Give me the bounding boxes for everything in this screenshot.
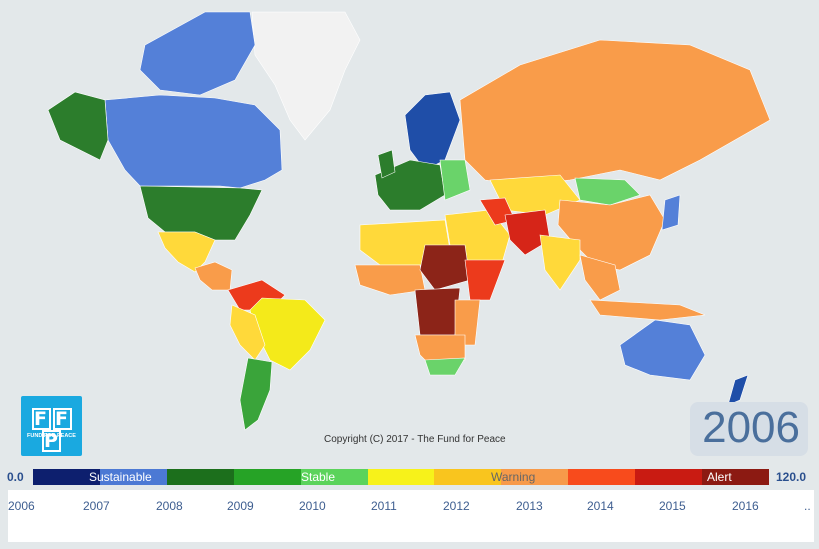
- scale-segment: [233, 469, 301, 485]
- year-option-2013[interactable]: 2013: [516, 499, 543, 513]
- mongolia[interactable]: [574, 177, 641, 206]
- canada-arctic[interactable]: [139, 11, 256, 96]
- copyright-notice: Copyright (C) 2017 - The Fund for Peace: [324, 434, 506, 445]
- scale-label-sustainable: Sustainable: [89, 470, 152, 484]
- scale-segment: [635, 469, 703, 485]
- scale-segment: [367, 469, 435, 485]
- scale-segment: [568, 469, 636, 485]
- year-option-2007[interactable]: 2007: [83, 499, 110, 513]
- scale-label-stable: Stable: [301, 470, 336, 484]
- china[interactable]: [557, 194, 666, 271]
- scale-segment: [99, 469, 167, 485]
- logo-subtitle: FUND FOR PEACE: [27, 433, 76, 439]
- alaska[interactable]: [47, 91, 109, 161]
- year-option-2014[interactable]: 2014: [587, 499, 614, 513]
- year-option-2010[interactable]: 2010: [299, 499, 326, 513]
- scale-min: 0.0: [7, 470, 24, 484]
- year-option-2009[interactable]: 2009: [227, 499, 254, 513]
- afpak[interactable]: [504, 209, 551, 256]
- australia[interactable]: [619, 319, 706, 381]
- indonesia[interactable]: [589, 299, 706, 321]
- japan[interactable]: [661, 194, 681, 231]
- central-africa[interactable]: [414, 287, 461, 336]
- year-option-2011[interactable]: 2011: [371, 499, 397, 513]
- scale-label-warning: Warning: [491, 470, 536, 484]
- scandinavia[interactable]: [404, 91, 461, 171]
- new-zealand[interactable]: [727, 374, 749, 406]
- scale-label-alert: Alert: [707, 470, 732, 484]
- year-option-2016[interactable]: 2016: [732, 499, 759, 513]
- year-option-2012[interactable]: 2012: [443, 499, 470, 513]
- scale-segment: [166, 469, 234, 485]
- south-africa[interactable]: [424, 357, 466, 376]
- fund-for-peace-logo: F FP FUND FOR PEACE: [21, 396, 82, 456]
- scale-segment: [33, 469, 100, 485]
- current-year-display: 2006: [690, 402, 808, 456]
- year-option-2006[interactable]: 2006: [8, 499, 35, 513]
- scale-max: 120.0: [776, 470, 807, 484]
- sudan[interactable]: [419, 244, 471, 291]
- greenland[interactable]: [251, 11, 361, 141]
- scale-segment: [501, 469, 569, 485]
- sahel[interactable]: [354, 264, 426, 296]
- current-year-label: 2006: [702, 403, 800, 452]
- scale-segment: [702, 469, 769, 485]
- world-map[interactable]: [0, 0, 819, 465]
- east-africa[interactable]: [454, 299, 481, 346]
- logo-letters: F FP: [21, 408, 82, 452]
- eastern-europe[interactable]: [439, 159, 471, 201]
- year-more[interactable]: ..: [804, 499, 811, 513]
- scale-bar: [33, 469, 769, 485]
- usa[interactable]: [139, 185, 263, 241]
- year-option-2015[interactable]: 2015: [659, 499, 686, 513]
- canada[interactable]: [104, 94, 283, 189]
- scale-segment: [300, 469, 368, 485]
- india[interactable]: [539, 234, 581, 291]
- se-asia[interactable]: [579, 254, 621, 301]
- color-scale-legend: 0.0 Sustainable Stable Warning Alert 120…: [0, 467, 819, 487]
- year-selector[interactable]: 2006 2007 2008 2009 2010 2011 2012 2013 2014 2015…: [8, 490, 814, 542]
- horn[interactable]: [464, 259, 506, 301]
- year-option-2008[interactable]: 2008: [156, 499, 183, 513]
- southern-cone[interactable]: [239, 357, 273, 431]
- scale-segment: [434, 469, 502, 485]
- uk[interactable]: [377, 149, 396, 179]
